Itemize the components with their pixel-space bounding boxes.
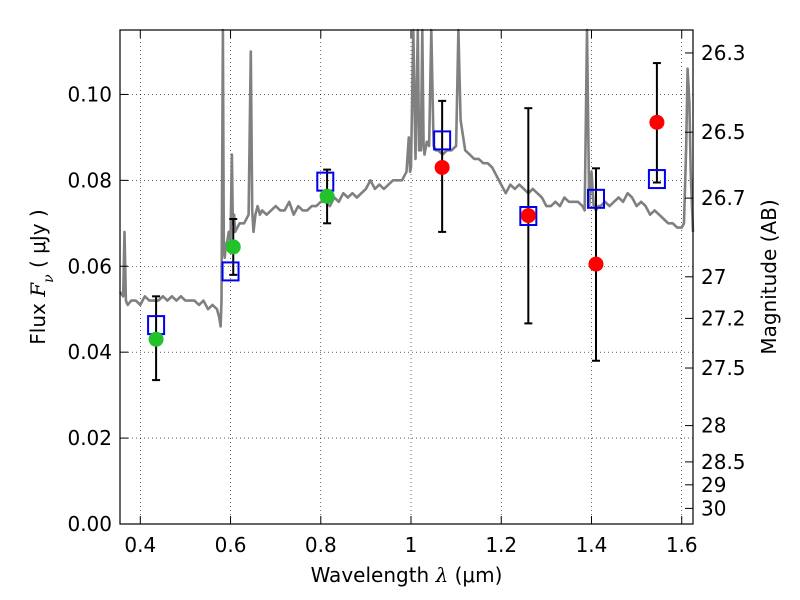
x-tick-label: 1 — [405, 533, 418, 557]
y-tick-label: 0.10 — [67, 82, 112, 106]
y-tick-label: 0.02 — [67, 426, 112, 450]
red-point — [520, 208, 536, 224]
y2-tick-label: 26.5 — [701, 120, 746, 144]
red-point — [588, 256, 604, 272]
axis-ticks: 0.4 0.6 0.8 1 1.2 1.4 1.6 0.00 0.02 0.04 0.06 0.08 0… — [67, 30, 746, 557]
x-tick-label: 1.2 — [485, 533, 517, 557]
y-tick-label: 0.08 — [67, 168, 112, 192]
x-tick-label: 1.6 — [666, 533, 698, 557]
red-point — [434, 159, 450, 175]
x-tick-label: 0.8 — [305, 533, 337, 557]
green-point — [148, 331, 164, 347]
y-tick-label: 0.04 — [67, 340, 112, 364]
model-square — [433, 130, 452, 151]
spectrum — [118, 28, 695, 328]
y2-tick-label: 28.5 — [701, 450, 746, 474]
y2-tick-label: 27.5 — [701, 356, 746, 380]
y2-tick-label: 29 — [701, 473, 726, 497]
model-square — [586, 188, 605, 209]
y-tick-label: 0.00 — [67, 512, 112, 536]
y2-axis-label: Magnitude (AB) — [757, 199, 781, 354]
y2-tick-label: 28 — [701, 414, 726, 438]
x-tick-label: 0.4 — [124, 533, 156, 557]
y2-tick-label: 26.3 — [701, 41, 746, 65]
model-square — [519, 206, 538, 227]
red-point — [649, 114, 665, 130]
x-tick-label: 1.4 — [576, 533, 608, 557]
y2-tick-label: 30 — [701, 496, 726, 520]
green-point — [225, 239, 241, 255]
x-axis-label: Wavelength λ (μm) — [311, 563, 503, 587]
y2-tick-label: 26.7 — [701, 186, 746, 210]
model-square — [221, 261, 240, 282]
data-markers — [147, 62, 666, 382]
green-point — [319, 188, 335, 204]
x-tick-label: 0.6 — [215, 533, 247, 557]
model-square — [316, 171, 335, 192]
model-square — [647, 169, 666, 190]
plot-frame — [119, 29, 694, 525]
y2-tick-label: 27.2 — [701, 306, 746, 330]
y2-tick-label: 27 — [701, 265, 726, 289]
spectrum-line — [118, 28, 695, 328]
grid — [120, 30, 693, 525]
y-axis-label: Flux Fν ( μJy ) — [26, 209, 57, 344]
y-tick-label: 0.06 — [67, 254, 112, 278]
